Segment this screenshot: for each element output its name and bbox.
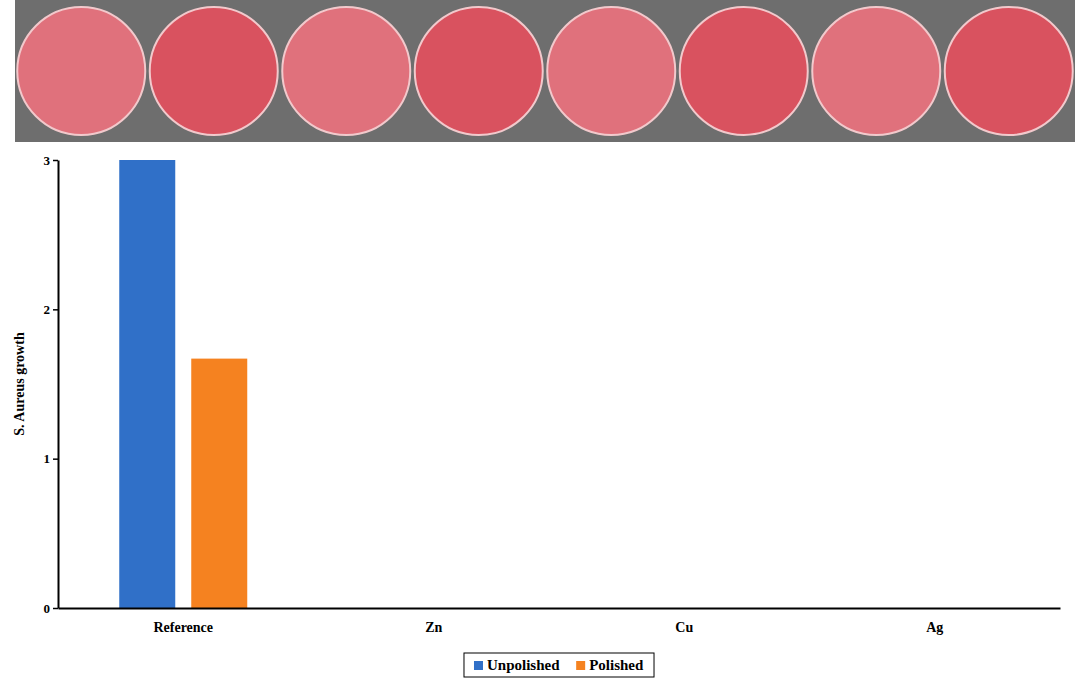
petri-dish xyxy=(812,7,940,135)
x-tick: Zn xyxy=(425,608,442,635)
y-tick-mark xyxy=(53,458,58,460)
photo-strip xyxy=(15,0,1075,142)
chart: 0 1 2 3 Reference Zn Cu Ag S. Aureus growth Unpol… xyxy=(0,0,1081,684)
x-axis-line xyxy=(59,608,1061,610)
legend-swatch xyxy=(576,661,585,670)
x-tick: Cu xyxy=(675,608,693,635)
petri-dish xyxy=(547,7,675,135)
legend-label: Unpolished xyxy=(487,657,560,673)
y-axis-title: S. Aureus growth xyxy=(12,332,27,436)
y-axis: 0 1 2 3 xyxy=(44,153,59,616)
bars xyxy=(119,160,247,608)
y-tick-label: 3 xyxy=(44,153,51,168)
y-tick-mark xyxy=(53,309,58,311)
x-tick: Ag xyxy=(926,608,943,635)
x-tick: Reference xyxy=(153,608,213,635)
legend-item: Unpolished xyxy=(474,657,560,673)
petri-dish xyxy=(680,7,808,135)
petri-dish xyxy=(17,7,145,135)
y-tick-label: 2 xyxy=(44,302,51,317)
y-tick: 3 xyxy=(44,153,59,168)
plot: 0 1 2 3 Reference Zn Cu Ag xyxy=(44,153,1061,635)
photo-background xyxy=(15,0,1075,142)
y-tick: 0 xyxy=(44,601,59,616)
x-tick-label: Cu xyxy=(675,620,693,635)
y-tick: 2 xyxy=(44,302,59,317)
legend-swatch xyxy=(474,661,483,670)
y-axis-line xyxy=(58,161,60,609)
petri-dish xyxy=(415,7,543,135)
y-tick-label: 1 xyxy=(44,451,51,466)
petri-dish xyxy=(150,7,278,135)
legend-label: Polished xyxy=(589,657,644,673)
y-tick: 1 xyxy=(44,451,59,466)
y-tick-label: 0 xyxy=(44,601,51,616)
x-tick-label: Zn xyxy=(425,620,442,635)
legend-item: Polished xyxy=(576,657,644,673)
legend-box xyxy=(464,653,654,677)
x-tick-label: Reference xyxy=(153,620,213,635)
bar xyxy=(191,359,247,608)
petri-dish xyxy=(282,7,410,135)
x-tick-label: Ag xyxy=(926,620,943,635)
legend: Unpolished Polished xyxy=(464,653,654,677)
y-tick-mark xyxy=(53,160,58,162)
bar xyxy=(119,160,175,608)
x-axis: Reference Zn Cu Ag xyxy=(59,608,1061,635)
petri-dish xyxy=(945,7,1073,135)
y-tick-mark xyxy=(53,608,58,610)
